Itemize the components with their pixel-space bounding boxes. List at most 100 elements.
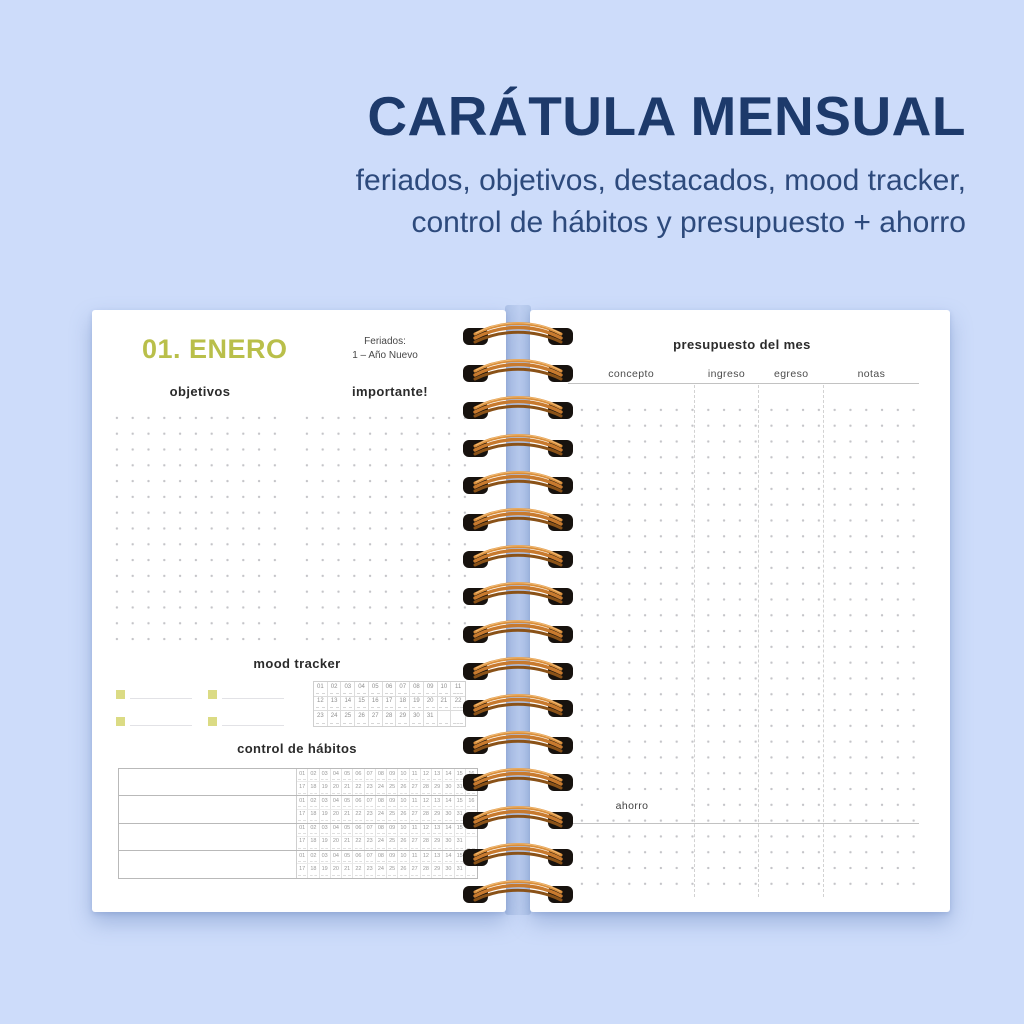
spiral-ring-icon [462, 690, 574, 720]
habit-day-cell: 09 [387, 796, 399, 810]
habit-day-cell: 15 [454, 769, 466, 783]
habit-day-cell: 22 [353, 782, 365, 796]
habit-day-cell: 23 [365, 809, 376, 823]
habit-day-cell: 06 [353, 823, 365, 837]
habit-day-cell [466, 864, 477, 877]
legend-swatch-icon [116, 690, 125, 699]
spiral-ring-icon [462, 504, 574, 534]
mood-day-cell: 10 [437, 682, 452, 697]
habit-day-cell: 03 [319, 851, 331, 865]
feriados-value: 1 – Año Nuevo [352, 349, 418, 361]
mood-day-cell: 29 [396, 711, 411, 726]
habit-day-cell: 17 [297, 864, 309, 878]
habit-day-cell: 16 [465, 796, 477, 810]
habit-day-cell: 28 [421, 809, 432, 823]
habit-day-cell: 08 [375, 796, 387, 810]
habit-day-cell: 10 [398, 823, 410, 837]
mood-day-cell: 17 [382, 696, 397, 712]
habit-day-cell: 31 [455, 836, 466, 851]
habit-label-cell [119, 796, 297, 823]
budget-column-header: ingreso [707, 368, 746, 380]
budget-column-headers: concepto ingreso egreso notas [568, 368, 919, 380]
spiral-ring-icon [462, 839, 574, 869]
mood-day-cell: 18 [396, 696, 411, 712]
habit-day-cell: 03 [319, 823, 331, 837]
habit-day-cell: 06 [353, 851, 365, 865]
habit-row: 0102030405060708091011121314151617181920… [119, 823, 477, 852]
habit-day-cell: 17 [297, 836, 309, 851]
habit-day-cell: 10 [398, 851, 410, 865]
habit-day-cell: 28 [421, 782, 432, 796]
habit-day-cell: 04 [330, 796, 342, 810]
habit-day-cell: 29 [432, 836, 444, 851]
habit-day-cell [466, 837, 477, 850]
habit-day-cell: 10 [398, 769, 410, 783]
budget-column-header: notas [857, 368, 886, 380]
habit-day-cell: 13 [432, 796, 444, 810]
mood-legend-item [208, 717, 284, 726]
habit-day-cell: 14 [443, 796, 455, 810]
habit-day-cell: 29 [432, 864, 444, 878]
habit-day-cell: 22 [353, 809, 365, 823]
spiral-ring-icon [462, 355, 574, 385]
feriados-label: Feriados: [364, 336, 406, 347]
spiral-ring-icon [462, 578, 574, 608]
mood-day-cell: 20 [423, 696, 438, 712]
habit-day-cell: 04 [330, 769, 342, 783]
habit-day-cell: 11 [409, 796, 421, 810]
mood-day-cell: 12 [314, 696, 328, 712]
habit-day-cell: 02 [308, 769, 320, 783]
habit-day-cell: 07 [364, 796, 376, 810]
importante-dot-grid [295, 404, 479, 650]
spiral-ring-icon [462, 430, 574, 460]
habit-day-cell: 25 [387, 836, 399, 851]
habit-day-cell: 02 [308, 796, 320, 810]
mood-day-cell: 11 [451, 682, 465, 697]
habit-day-cell: 19 [320, 782, 331, 796]
habit-day-cell: 20 [331, 836, 342, 851]
habit-day-cell: 05 [342, 796, 354, 810]
habit-day-cell: 08 [375, 769, 387, 783]
habit-day-cell: 20 [331, 782, 342, 796]
habit-day-cell: 11 [409, 769, 421, 783]
spiral-ring-icon [462, 541, 574, 571]
habit-day-cell: 07 [364, 769, 376, 783]
subtitle-line-2: control de hábitos y presupuesto + ahorr… [411, 206, 966, 240]
habit-day-cell: 27 [410, 864, 421, 878]
habit-day-cell: 10 [398, 796, 410, 810]
mood-legend [116, 690, 306, 744]
habit-day-cell: 22 [353, 864, 365, 878]
habit-day-cell: 25 [387, 782, 399, 796]
habit-day-cell: 12 [420, 769, 432, 783]
legend-fill-line [222, 717, 284, 726]
habit-day-cell: 31 [455, 864, 466, 878]
habit-day-cell: 24 [376, 782, 387, 796]
habit-day-cell: 13 [432, 823, 444, 837]
habit-day-cell: 27 [410, 836, 421, 851]
mood-day-cell [451, 711, 465, 726]
mood-day-cell: 30 [410, 711, 424, 726]
spiral-ring-icon [462, 467, 574, 497]
mood-day-cell: 23 [314, 711, 328, 726]
mood-day-cell: 26 [355, 711, 369, 726]
legend-swatch-icon [208, 690, 217, 699]
mood-day-cell: 21 [437, 696, 452, 712]
habit-day-cell: 18 [308, 864, 320, 878]
habit-day-cell: 04 [330, 851, 342, 865]
habit-day-cell: 11 [409, 823, 421, 837]
habit-day-cell: 09 [387, 769, 399, 783]
habit-day-cell: 19 [320, 809, 331, 823]
habit-day-cell: 29 [432, 809, 444, 823]
mood-legend-item [116, 717, 192, 726]
habit-day-cell: 03 [319, 796, 331, 810]
habit-day-cell: 27 [410, 809, 421, 823]
objetivos-heading: objetivos [169, 384, 231, 399]
mood-day-cell: 27 [369, 711, 383, 726]
legend-fill-line [130, 690, 192, 699]
habit-day-cell: 02 [308, 851, 320, 865]
habit-day-cell: 06 [353, 769, 365, 783]
spiral-ring-icon [462, 802, 574, 832]
habit-day-cell: 08 [375, 851, 387, 865]
